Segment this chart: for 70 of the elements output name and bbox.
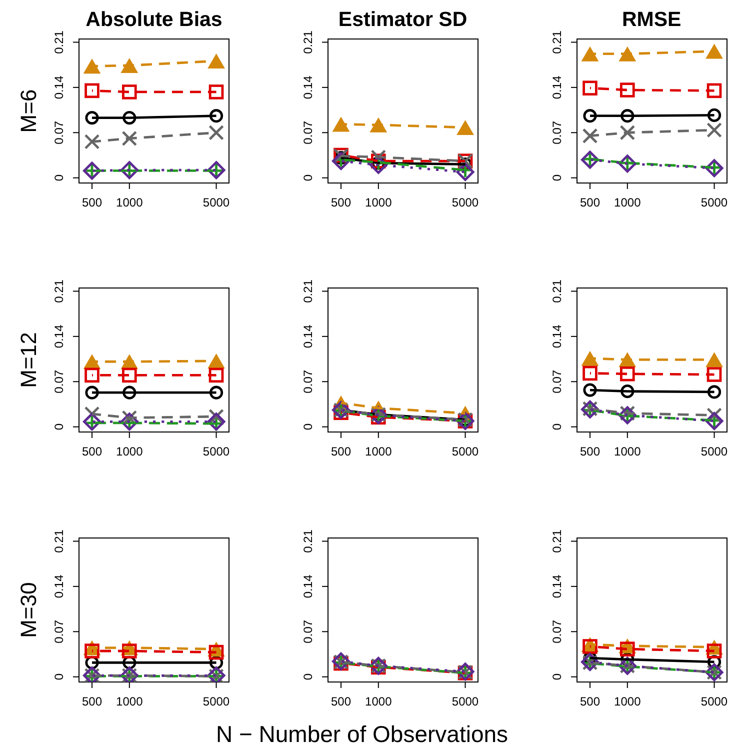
x-tick-label: 500 [580, 196, 600, 210]
x-tick-label: 500 [330, 196, 352, 210]
x-tick-label: 5000 [202, 444, 230, 459]
y-tick-label: 0.21 [550, 528, 564, 552]
y-tick-label: 0.07 [550, 370, 564, 394]
y-axis-title: M=12 [16, 332, 41, 388]
y-tick-label: 0.07 [300, 120, 315, 144]
y-tick-label: 0.07 [300, 370, 315, 394]
y-tick-label: 0.07 [550, 120, 564, 144]
x-tick-label: 1000 [116, 196, 144, 210]
y-tick-label: 0 [300, 423, 315, 430]
x-tick-label: 5000 [700, 196, 728, 210]
x-tick-label: 5000 [452, 444, 479, 459]
y-tick-label: 0.07 [52, 120, 66, 144]
x-axis-title: N − Number of Observations [214, 720, 510, 747]
x-tick-label: 1000 [364, 694, 392, 708]
y-axis-title: M=30 [16, 582, 41, 638]
y-axis-title: M=6 [16, 89, 41, 133]
y-tick-label: 0.14 [550, 574, 564, 598]
x-tick-label: 500 [82, 444, 102, 459]
y-tick-label: 0.07 [52, 619, 66, 643]
x-tick-label: 1000 [116, 444, 144, 459]
x-tick-label: 1000 [116, 694, 144, 708]
y-tick-label: 0.14 [52, 574, 66, 598]
y-tick-label: 0 [52, 672, 66, 680]
y-tick-label: 0.21 [550, 280, 564, 304]
y-tick-label: 0.21 [52, 280, 66, 304]
y-tick-label: 0 [550, 672, 564, 680]
x-tick-label: 500 [330, 444, 352, 459]
x-tick-label: 1000 [364, 444, 392, 459]
x-tick-label: 500 [580, 444, 600, 459]
x-tick-label: 1000 [614, 196, 641, 210]
y-tick-label: 0.21 [52, 30, 66, 54]
chart-title: Estimator SD [338, 8, 468, 31]
x-tick-label: 1000 [614, 444, 641, 459]
x-tick-label: 1000 [364, 196, 392, 210]
y-tick-label: 0.21 [300, 528, 315, 552]
x-tick-label: 5000 [452, 196, 479, 210]
y-tick-label: 0 [52, 423, 66, 430]
x-tick-label: 5000 [202, 196, 230, 210]
x-tick-label: 500 [82, 694, 102, 708]
chart-title: Absolute Bias [86, 8, 222, 31]
y-tick-label: 0.14 [300, 324, 315, 348]
y-tick-label: 0 [550, 174, 564, 182]
x-tick-label: 500 [580, 694, 600, 708]
y-tick-label: 0.14 [550, 75, 564, 100]
y-tick-label: 0 [550, 423, 564, 430]
y-tick-label: 0.14 [52, 75, 66, 100]
x-tick-label: 5000 [700, 444, 728, 459]
x-tick-label: 500 [330, 694, 352, 708]
y-tick-label: 0.14 [300, 574, 315, 598]
y-tick-label: 0.14 [550, 324, 564, 348]
chart-title: RMSE [622, 8, 682, 31]
x-tick-label: 1000 [614, 694, 641, 708]
y-tick-label: 0.21 [550, 30, 564, 54]
y-tick-label: 0 [300, 672, 315, 680]
x-tick-label: 5000 [202, 694, 230, 708]
y-tick-label: 0.21 [300, 280, 315, 304]
y-tick-label: 0.14 [52, 324, 66, 348]
x-tick-label: 5000 [452, 694, 479, 708]
y-tick-label: 0 [52, 174, 66, 182]
y-tick-label: 0.21 [52, 528, 66, 552]
x-tick-label: 500 [82, 196, 102, 210]
y-tick-label: 0.07 [52, 370, 66, 394]
y-tick-label: 0.07 [300, 619, 315, 643]
y-tick-label: 0 [300, 174, 315, 182]
y-tick-label: 0.21 [300, 30, 315, 54]
x-tick-label: 5000 [700, 694, 728, 708]
y-tick-label: 0.14 [300, 75, 315, 100]
y-tick-label: 0.07 [550, 619, 564, 643]
